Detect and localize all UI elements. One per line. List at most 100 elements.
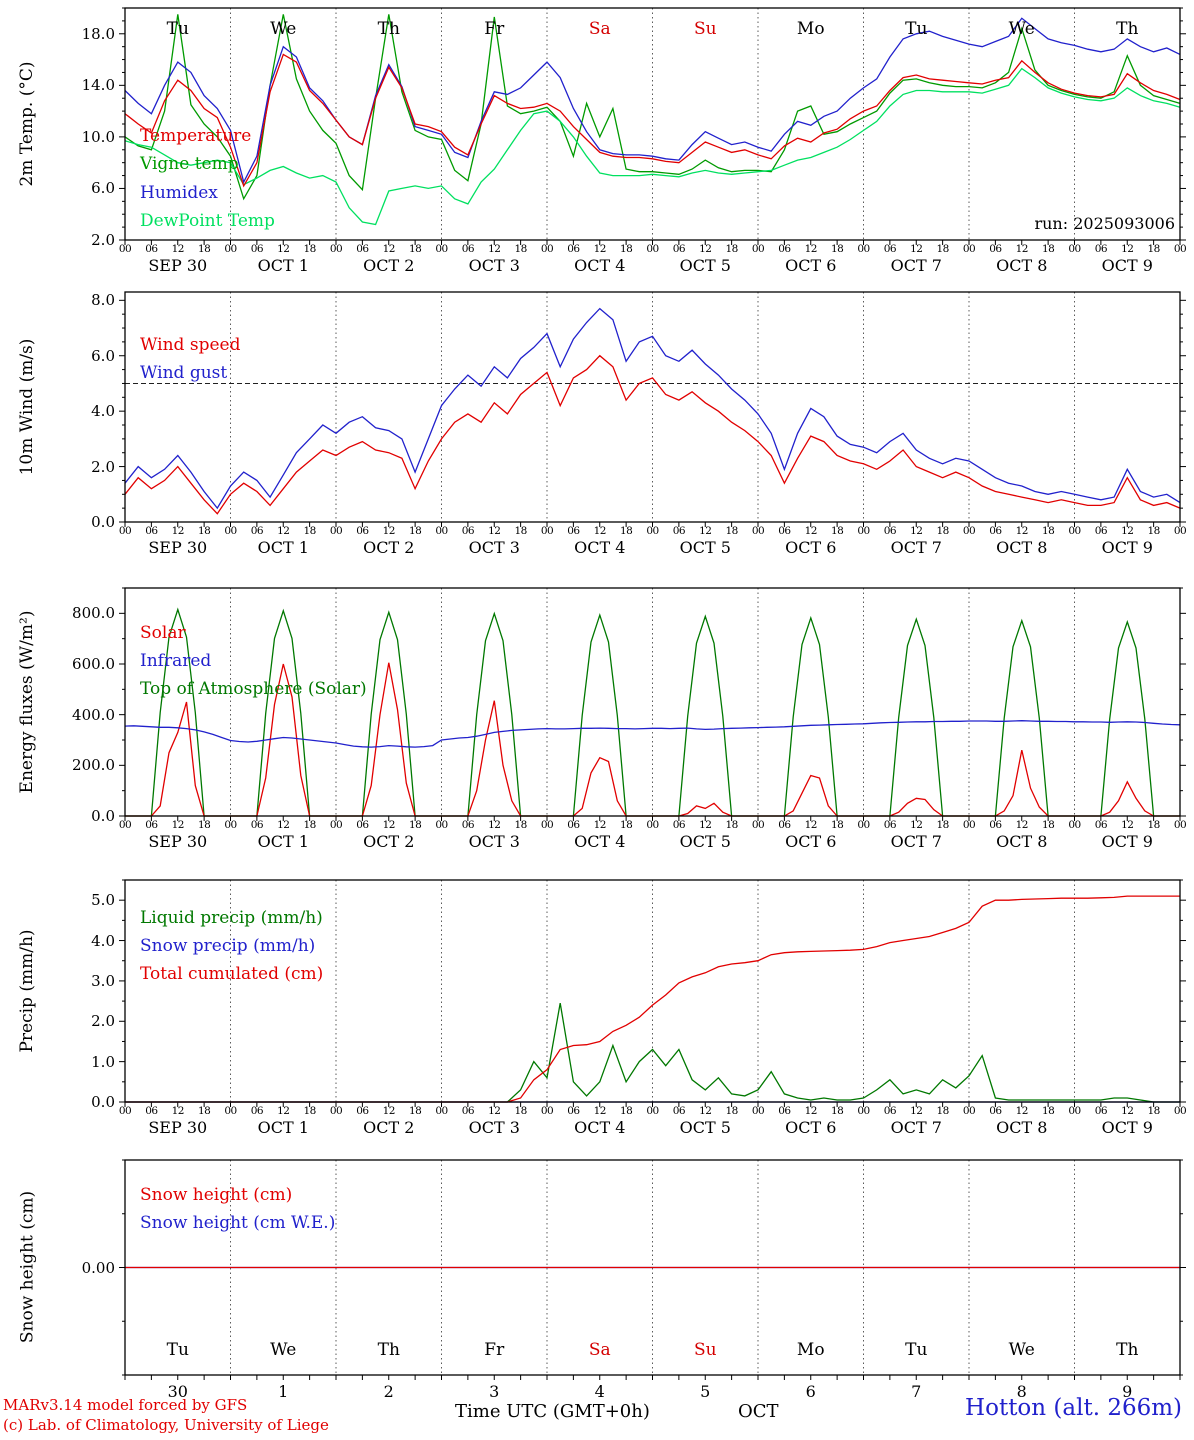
x-tick-label: 06: [672, 525, 686, 537]
y-tick-label: 10.0: [81, 127, 115, 146]
x-tick-label: 06: [145, 819, 158, 831]
legend-wind-speed: Wind speed: [140, 335, 241, 355]
x-tick-label: 00: [540, 525, 554, 537]
day-name-label: We: [270, 1340, 297, 1360]
x-tick-label: 06: [883, 243, 897, 255]
series-temperature: [124, 53, 1181, 188]
x-tick-label: 18: [619, 1105, 633, 1117]
day-name-label: We: [1008, 19, 1035, 39]
x-date-label: OCT 6: [785, 538, 837, 557]
x-tick-label: 18: [1147, 1105, 1160, 1117]
x-date-label: OCT 7: [890, 1118, 942, 1137]
x-tick-label: 00: [646, 525, 659, 537]
x-tick-label: 12: [277, 819, 290, 831]
x-tick-label: 00: [962, 243, 976, 255]
day-name-label: We: [270, 19, 297, 39]
day-number-label: 2: [383, 1382, 394, 1401]
x-tick-label: 18: [303, 525, 316, 537]
x-tick-label: 18: [1041, 525, 1055, 537]
y-tick-label: 2.0: [91, 231, 115, 249]
x-date-label: OCT 8: [996, 256, 1048, 275]
x-date-label: OCT 9: [1101, 256, 1153, 275]
x-tick-label: 00: [540, 819, 554, 831]
x-tick-label: 12: [1015, 525, 1029, 537]
x-tick-label: 18: [936, 819, 949, 831]
x-tick-label: 18: [408, 819, 422, 831]
x-date-label: OCT 1: [257, 538, 309, 557]
x-axis-month-label: OCT: [738, 1401, 779, 1422]
x-tick-label: 12: [488, 819, 501, 831]
day-number-label: 1: [278, 1382, 289, 1401]
x-tick-label: 18: [830, 243, 844, 255]
x-tick-label: 00: [224, 1105, 237, 1117]
legend-temperature: Temperature: [140, 126, 252, 146]
legend-infrared: Infrared: [140, 651, 212, 671]
series-wind-gust: [124, 307, 1181, 510]
x-tick-label: 06: [778, 525, 791, 537]
day-name-label: We: [1008, 1340, 1035, 1360]
x-tick-label: 00: [962, 819, 976, 831]
x-tick-label: 06: [567, 525, 580, 537]
x-tick-label: 12: [382, 1105, 396, 1117]
x-tick-label: 00: [962, 525, 976, 537]
day-name-label: Sa: [588, 1340, 611, 1360]
series-vigne-temp: [124, 14, 1181, 201]
day-name-label: Tu: [166, 1340, 189, 1360]
y-tick-label: 200.0: [72, 756, 115, 775]
x-tick-label: 00: [118, 1105, 132, 1117]
day-name-label: Th: [1116, 1340, 1139, 1360]
x-tick-label: 00: [1068, 525, 1081, 537]
x-tick-label: 00: [962, 1105, 976, 1117]
x-tick-label: 12: [804, 243, 818, 255]
x-tick-label: 00: [857, 525, 870, 537]
x-date-label: OCT 9: [1101, 538, 1153, 557]
y-tick-label: 0.0: [91, 807, 115, 825]
legend-total-cumulated: Total cumulated (cm): [140, 964, 324, 984]
model-credit-line1: MARv3.14 model forced by GFS: [3, 1396, 248, 1414]
x-tick-label: 00: [751, 525, 765, 537]
x-tick-label: 18: [619, 819, 633, 831]
x-tick-label: 00: [751, 1105, 765, 1117]
x-tick-label: 18: [936, 243, 949, 255]
x-tick-label: 06: [1094, 525, 1108, 537]
x-date-label: OCT 4: [574, 832, 626, 851]
x-tick-label: 18: [303, 1105, 316, 1117]
x-tick-label: 06: [778, 819, 791, 831]
x-tick-label: 12: [171, 819, 185, 831]
x-tick-label: 18: [619, 525, 633, 537]
day-name-label: Th: [377, 1340, 400, 1360]
x-tick-label: 06: [672, 243, 686, 255]
x-tick-label: 18: [936, 525, 949, 537]
x-tick-label: 00: [435, 819, 448, 831]
x-date-label: OCT 3: [468, 256, 520, 275]
day-name-label: Mo: [796, 19, 825, 39]
x-tick-label: 12: [1015, 243, 1029, 255]
day-number-label: 9: [1122, 1382, 1133, 1401]
x-date-label: OCT 1: [257, 256, 309, 275]
x-tick-label: 18: [303, 243, 316, 255]
x-tick-label: 12: [804, 525, 818, 537]
y-tick-label: 800.0: [72, 604, 115, 623]
x-tick-label: 00: [540, 243, 554, 255]
x-tick-label: 12: [1121, 243, 1134, 255]
x-tick-label: 00: [329, 243, 343, 255]
x-tick-label: 06: [250, 819, 264, 831]
x-tick-label: 00: [646, 1105, 659, 1117]
x-tick-label: 12: [171, 525, 185, 537]
x-tick-label: 00: [751, 243, 765, 255]
x-tick-label: 06: [250, 525, 264, 537]
legend-snow-precip: Snow precip (mm/h): [140, 936, 316, 956]
x-date-label: OCT 3: [468, 1118, 520, 1137]
x-tick-label: 18: [1041, 243, 1055, 255]
day-number-label: 4: [594, 1382, 605, 1401]
x-tick-label: 18: [514, 525, 527, 537]
y-tick-label: 4.0: [91, 402, 115, 421]
x-tick-label: 00: [435, 525, 448, 537]
y-tick-label: 5.0: [91, 891, 115, 910]
x-date-label: SEP 30: [148, 256, 208, 275]
x-tick-label: 12: [804, 819, 818, 831]
x-tick-label: 00: [118, 819, 132, 831]
panel-snow: [119, 1159, 1186, 1380]
series-top-of-atmosphere: [125, 607, 1180, 817]
